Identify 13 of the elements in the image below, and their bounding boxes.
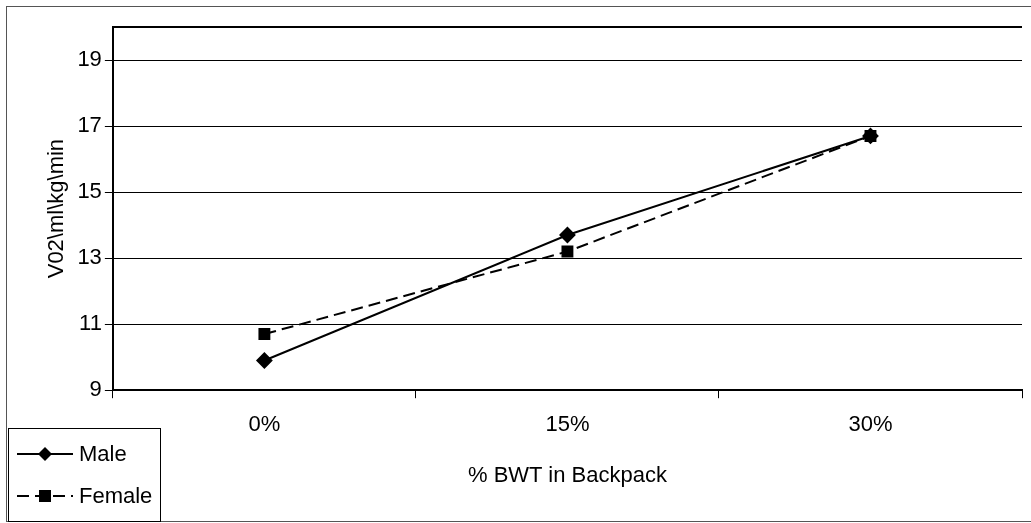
- x-tick-label: 30%: [848, 411, 893, 437]
- y-tick-label: 19: [77, 46, 102, 72]
- y-tick-label: 17: [77, 112, 102, 138]
- y-tick-label: 9: [89, 376, 102, 402]
- x-tick-label: 0%: [248, 411, 281, 437]
- x-axis-title: % BWT in Backpack: [467, 461, 668, 487]
- y-tick-label: 15: [77, 178, 102, 204]
- y-tick-label: 11: [79, 310, 102, 336]
- legend-label: Female: [79, 483, 153, 509]
- y-tick-label: 13: [77, 244, 102, 270]
- x-tick-label: 15%: [545, 411, 590, 437]
- y-axis-title: V02\ml\kg\min: [43, 138, 69, 279]
- legend-label: Male: [79, 441, 127, 467]
